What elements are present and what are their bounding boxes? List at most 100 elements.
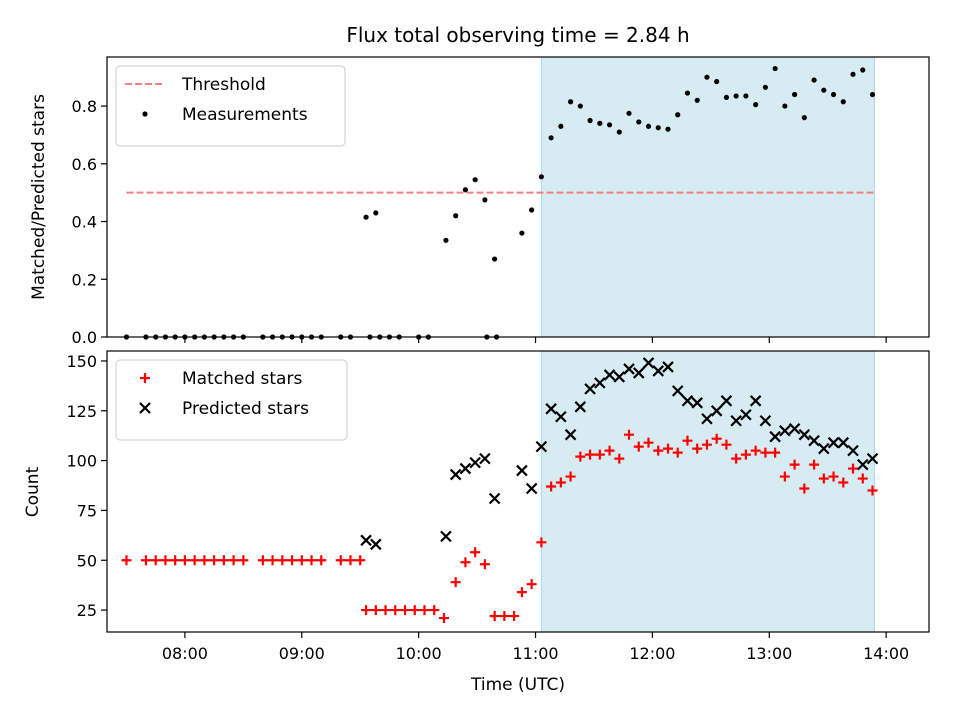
data-point — [788, 422, 801, 435]
data-point — [400, 605, 411, 616]
x-tick-label: 10:00 — [396, 644, 442, 663]
data-point — [623, 363, 635, 375]
y-tick-label: 150 — [66, 352, 97, 371]
data-point — [121, 555, 132, 566]
series-matched-stars — [121, 429, 878, 624]
x-tick-label: 09:00 — [279, 644, 325, 663]
data-point — [779, 424, 791, 437]
legend: Threshold Measurements — [115, 65, 346, 147]
data-point — [672, 447, 683, 458]
y-tick-label: 50 — [77, 551, 97, 570]
data-point — [558, 123, 564, 129]
legend-label: Predicted stars — [182, 399, 309, 419]
data-point — [762, 84, 768, 90]
data-point — [488, 492, 501, 505]
data-point — [624, 429, 635, 440]
data-point — [509, 611, 520, 622]
data-point — [645, 123, 652, 129]
data-point — [440, 530, 452, 543]
y-tick-label: 0.8 — [72, 97, 97, 116]
data-point — [526, 579, 537, 590]
data-point — [856, 458, 869, 471]
data-point — [818, 473, 829, 484]
data-point — [535, 440, 548, 453]
data-point — [459, 462, 472, 475]
data-point — [811, 77, 817, 83]
legend: Matched stars Predicted stars — [115, 359, 348, 441]
data-point — [770, 447, 781, 458]
data-point — [257, 555, 268, 566]
data-point — [694, 97, 700, 103]
data-point — [809, 459, 820, 470]
data-point — [701, 412, 713, 425]
data-point — [479, 559, 490, 570]
data-point — [525, 482, 538, 495]
legend-swatch — [139, 402, 151, 414]
data-point — [701, 439, 712, 450]
y-tick-label: 0.2 — [72, 270, 97, 289]
plot-frame — [106, 350, 930, 633]
x-axis-label: Time (UTC) — [470, 675, 565, 695]
data-point — [662, 443, 673, 454]
data-point — [671, 385, 684, 397]
data-point — [860, 67, 866, 73]
data-point — [684, 90, 691, 96]
data-point — [614, 453, 625, 464]
legend-swatch — [140, 373, 150, 383]
data-point — [604, 445, 615, 456]
data-point — [519, 230, 525, 236]
data-point — [472, 177, 478, 183]
data-point — [691, 397, 703, 409]
data-point — [681, 395, 694, 407]
y-tick-label: 75 — [77, 501, 97, 520]
data-point — [789, 459, 800, 470]
data-point — [597, 120, 603, 126]
data-point — [267, 555, 278, 566]
observing-window-shade — [540, 56, 875, 338]
data-point — [482, 197, 488, 203]
data-point — [218, 555, 229, 566]
data-point — [373, 210, 379, 216]
data-point — [429, 605, 440, 616]
data-point — [355, 555, 366, 566]
data-point — [653, 445, 664, 456]
data-point — [199, 555, 210, 566]
data-point — [450, 577, 461, 588]
data-point — [848, 463, 859, 474]
data-point — [238, 555, 249, 566]
data-point — [867, 485, 878, 496]
data-point — [277, 555, 288, 566]
data-point — [306, 555, 317, 566]
data-point — [345, 555, 356, 566]
data-point — [585, 449, 596, 460]
data-point — [462, 187, 469, 193]
data-point — [603, 369, 616, 381]
data-point — [636, 119, 642, 125]
data-point — [536, 537, 547, 548]
data-point — [791, 91, 798, 98]
data-point — [733, 93, 739, 99]
data-point — [360, 534, 372, 547]
data-point — [662, 361, 674, 373]
data-point — [516, 464, 528, 477]
data-point — [818, 442, 830, 455]
top-panel: 0.0 0.2 0.4 0.6 0.8 Threshold Measurements — [72, 56, 930, 347]
x-tick-label: 08:00 — [162, 644, 208, 663]
data-point — [652, 365, 665, 377]
data-point — [613, 371, 626, 383]
data-point — [453, 213, 459, 219]
data-point — [720, 395, 733, 407]
x-tick-label: 13:00 — [746, 644, 792, 663]
data-point — [655, 125, 661, 131]
data-point — [516, 587, 527, 598]
data-point — [140, 555, 151, 566]
data-point — [642, 357, 655, 369]
data-point — [633, 441, 644, 452]
data-point — [574, 401, 587, 413]
data-point — [370, 538, 382, 551]
legend-box — [115, 359, 348, 441]
data-point — [740, 408, 752, 421]
data-point — [577, 103, 583, 109]
legend-box — [115, 65, 346, 147]
